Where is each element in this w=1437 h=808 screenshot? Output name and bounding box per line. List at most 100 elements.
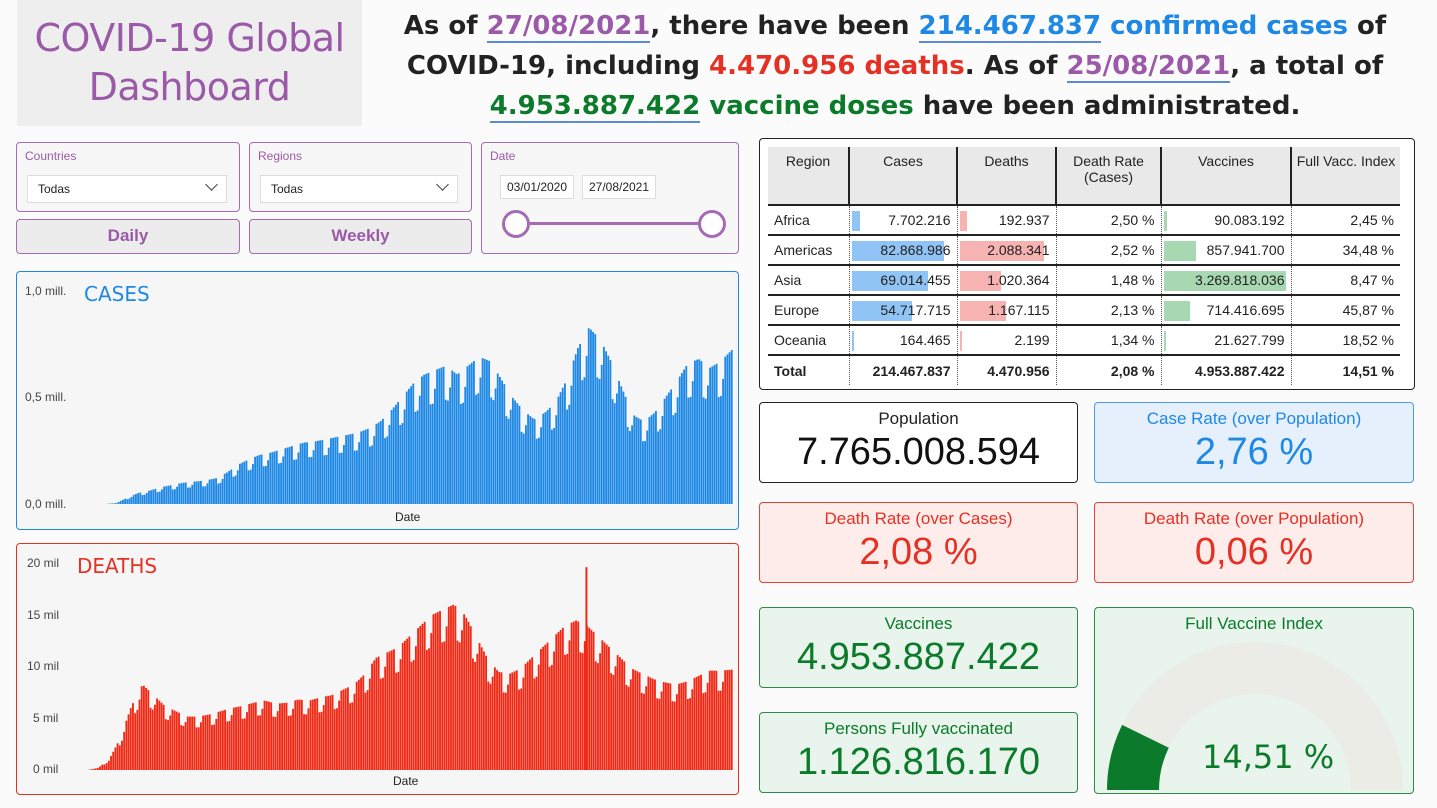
chart-bar xyxy=(466,366,469,504)
chart-bar xyxy=(187,487,189,504)
column-header-deaths[interactable]: Deaths xyxy=(956,147,1056,205)
date-slider-end-handle[interactable] xyxy=(698,210,726,238)
chart-bar xyxy=(622,391,625,504)
chart-bar xyxy=(444,399,447,504)
chart-bar xyxy=(330,438,332,504)
chart-bar xyxy=(208,479,211,504)
chart-bar xyxy=(215,478,218,504)
chart-bar xyxy=(373,436,376,504)
total-index-value: 14,51 % xyxy=(1342,362,1394,379)
weekly-button[interactable]: Weekly xyxy=(249,219,472,254)
table-row[interactable]: Europe 54.717.715 1.167.115 2,13 % 714.416.6… xyxy=(768,294,1400,325)
table-row[interactable]: Oceania 164.465 2.199 1,34 % 21.627.799 18,52… xyxy=(768,324,1400,355)
chart-bar xyxy=(546,642,549,770)
chart-bar xyxy=(103,764,106,770)
chart-bar xyxy=(661,415,664,504)
cell-deaths-databar xyxy=(959,271,1001,291)
chart-bar xyxy=(514,400,517,504)
headline-text: As of xyxy=(403,11,487,41)
chart-bar xyxy=(492,400,495,504)
chart-bar xyxy=(373,660,376,770)
chart-bar xyxy=(217,711,220,770)
table-row[interactable]: Africa 7.702.216 192.937 2,50 % 90.083.192 2,… xyxy=(768,204,1400,235)
cell-vaccines: 90.083.192 xyxy=(1160,204,1291,235)
chart-bar xyxy=(401,423,404,504)
chart-bar xyxy=(462,402,465,504)
regions-slicer-label: Regions xyxy=(258,149,303,163)
chart-bar xyxy=(499,377,501,504)
cell-vaccines-value: 3.269.818.036 xyxy=(1194,272,1285,288)
cell-death-rate: 2,52 % xyxy=(1055,234,1161,265)
chart-bar xyxy=(491,676,494,770)
chart-bar xyxy=(403,409,406,504)
chart-bar xyxy=(724,670,727,770)
chart-bar xyxy=(355,681,358,770)
table-row[interactable]: Americas 82.868.986 2.088.341 2,52 % 857.941… xyxy=(768,234,1400,265)
date-slider-start-handle[interactable] xyxy=(502,210,530,238)
chart-bar xyxy=(611,399,614,504)
chart-bar xyxy=(165,486,168,504)
cell-cases: 164.465 xyxy=(848,324,957,355)
chart-bar xyxy=(152,489,155,504)
date-start-input[interactable]: 03/01/2020 xyxy=(500,175,574,199)
chart-bar xyxy=(542,646,545,770)
column-header-cases[interactable]: Cases xyxy=(848,147,957,205)
countries-dropdown[interactable]: Todas xyxy=(27,175,227,203)
regions-dropdown[interactable]: Todas xyxy=(260,175,458,203)
chart-bar xyxy=(256,455,259,504)
chart-bar xyxy=(616,655,619,770)
chart-bar xyxy=(463,614,466,770)
date-slider-track[interactable] xyxy=(516,222,712,225)
cell-region: Americas xyxy=(768,234,849,265)
chart-bar xyxy=(476,653,479,770)
chart-bar xyxy=(650,415,653,504)
chart-bar xyxy=(219,711,222,770)
column-header-region[interactable]: Region xyxy=(768,147,849,205)
chart-bar xyxy=(224,709,227,770)
chart-bar xyxy=(566,409,569,504)
chart-bar xyxy=(285,702,288,770)
death-rate-population-label: Death Rate (over Population) xyxy=(1143,509,1365,528)
chart-bar xyxy=(232,707,235,770)
column-header-death-rate[interactable]: Death Rate (Cases) xyxy=(1055,147,1161,205)
chart-bar xyxy=(307,708,310,770)
gauge-track xyxy=(1107,642,1403,790)
headline-text: have been administrated. xyxy=(913,91,1301,121)
deaths-chart xyxy=(88,567,733,770)
total-vaccines-value: 4.953.887.422 xyxy=(1194,362,1285,379)
cell-cases-databar xyxy=(851,271,929,291)
case-rate-value: 2,76 % xyxy=(1194,431,1314,473)
chart-bar xyxy=(117,502,120,504)
chart-bar xyxy=(182,725,185,770)
chart-bar xyxy=(621,659,623,770)
chart-bar xyxy=(99,766,101,770)
daily-button[interactable]: Daily xyxy=(16,219,240,254)
date-end-input[interactable]: 27/08/2021 xyxy=(582,175,656,199)
column-header-full-vacc-index[interactable]: Full Vacc. Index xyxy=(1290,147,1400,205)
chart-bar xyxy=(501,380,504,504)
chart-bar xyxy=(397,402,400,504)
chart-bar xyxy=(286,447,289,504)
chart-bar xyxy=(683,369,686,504)
chart-bar xyxy=(645,686,648,770)
column-header-vaccines[interactable]: Vaccines xyxy=(1160,147,1291,205)
chart-bar xyxy=(632,669,634,770)
chart-bar xyxy=(518,405,521,504)
chart-bar xyxy=(142,685,145,770)
chart-bar xyxy=(713,365,716,504)
chart-bar xyxy=(507,684,509,770)
deaths-chart-title: DEATHS xyxy=(77,554,158,578)
chart-bar xyxy=(457,373,460,504)
cell-death-rate: 1,48 % xyxy=(1055,264,1161,295)
chart-bar xyxy=(210,479,213,504)
chart-bar xyxy=(496,373,499,504)
chart-bar xyxy=(333,709,336,770)
chart-bar xyxy=(633,415,636,504)
table-row[interactable]: Asia 69.014.455 1.020.364 1,48 % 3.269.818.0… xyxy=(768,264,1400,295)
chart-bar xyxy=(245,460,248,504)
cell-full-vacc-index-value: 45,87 % xyxy=(1342,302,1394,318)
chart-bar xyxy=(418,395,421,504)
chart-bar xyxy=(140,686,143,770)
total-cell-index: 14,51 % xyxy=(1290,354,1400,385)
chart-bar xyxy=(386,436,389,504)
